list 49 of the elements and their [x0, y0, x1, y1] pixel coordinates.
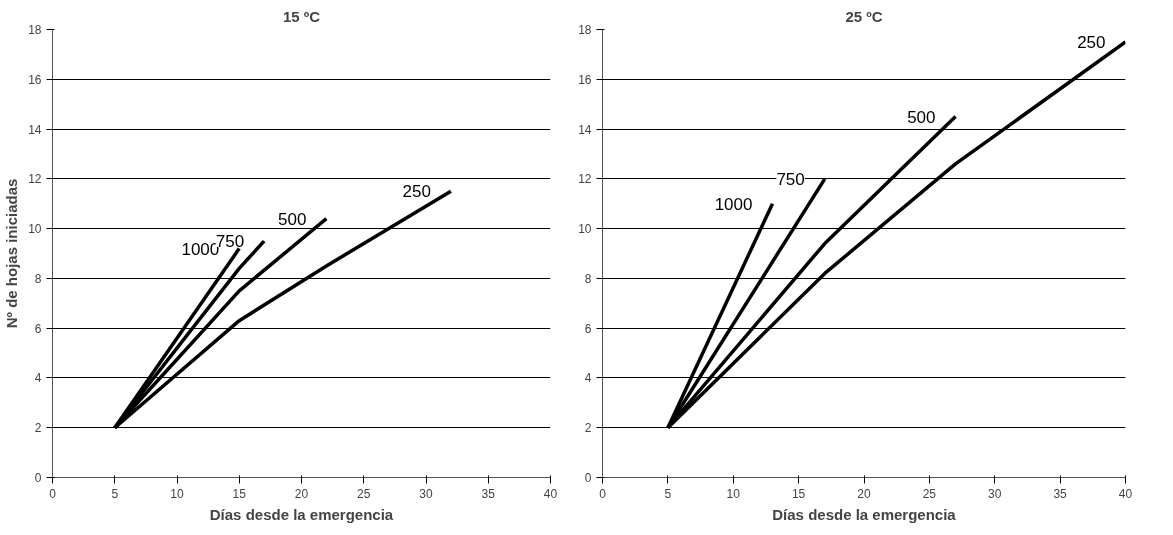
- series-label: 500: [278, 209, 307, 229]
- x-tick-label: 15: [232, 486, 247, 501]
- x-tick-label: 25: [922, 486, 937, 501]
- y-tick-label: 12: [28, 172, 42, 187]
- y-tick-label: 18: [28, 23, 42, 37]
- y-tick-label: 2: [34, 421, 42, 436]
- y-tick-label: 10: [578, 222, 592, 237]
- y-tick-label: 14: [578, 122, 592, 137]
- y-axis-title: Nº de hojas iniciadas: [3, 178, 21, 329]
- y-tick-label: 6: [34, 321, 42, 336]
- x-tick-label: 35: [1053, 486, 1068, 501]
- series-label: 1000: [714, 194, 753, 214]
- x-tick-label: 35: [481, 486, 496, 501]
- x-axis-title: Días desde la emergencia: [209, 505, 394, 523]
- x-tick-label: 30: [988, 486, 1002, 501]
- y-tick-label: 8: [584, 271, 592, 286]
- y-tick-label: 8: [34, 271, 42, 286]
- x-axis-title: Días desde la emergencia: [772, 505, 957, 523]
- series-label: 250: [1077, 32, 1106, 52]
- x-tick-label: 15: [791, 486, 806, 501]
- x-tick-label: 30: [419, 486, 433, 501]
- series-label: 750: [776, 169, 805, 189]
- y-tick-label: 2: [584, 421, 592, 436]
- series-label: 500: [907, 107, 936, 127]
- y-tick-label: 0: [34, 471, 42, 485]
- y-tick-label: 18: [578, 23, 592, 37]
- x-tick-label: 10: [726, 486, 741, 501]
- chart-title: 15 ºC: [282, 7, 321, 25]
- x-tick-label: 40: [543, 486, 558, 501]
- y-tick-label: 10: [28, 222, 42, 237]
- y-tick-label: 0: [584, 471, 592, 485]
- x-tick-label: 40: [1118, 486, 1133, 501]
- series-label: 250: [402, 182, 431, 202]
- y-tick-label: 6: [584, 321, 592, 336]
- x-tick-label: 25: [357, 486, 371, 501]
- x-tick-label: 0: [49, 486, 57, 501]
- chart-title: 25 ºC: [845, 7, 883, 25]
- x-tick-label: 5: [664, 486, 672, 501]
- y-tick-label: 14: [28, 122, 42, 137]
- x-tick-label: 20: [294, 486, 309, 501]
- x-tick-label: 0: [599, 486, 607, 501]
- y-tick-label: 16: [28, 72, 42, 87]
- y-tick-label: 12: [578, 172, 592, 187]
- x-tick-label: 20: [857, 486, 871, 501]
- y-tick-label: 16: [578, 72, 592, 87]
- x-tick-label: 10: [170, 486, 184, 501]
- x-tick-label: 5: [111, 486, 119, 501]
- y-tick-label: 4: [34, 371, 42, 386]
- y-tick-label: 4: [584, 371, 592, 386]
